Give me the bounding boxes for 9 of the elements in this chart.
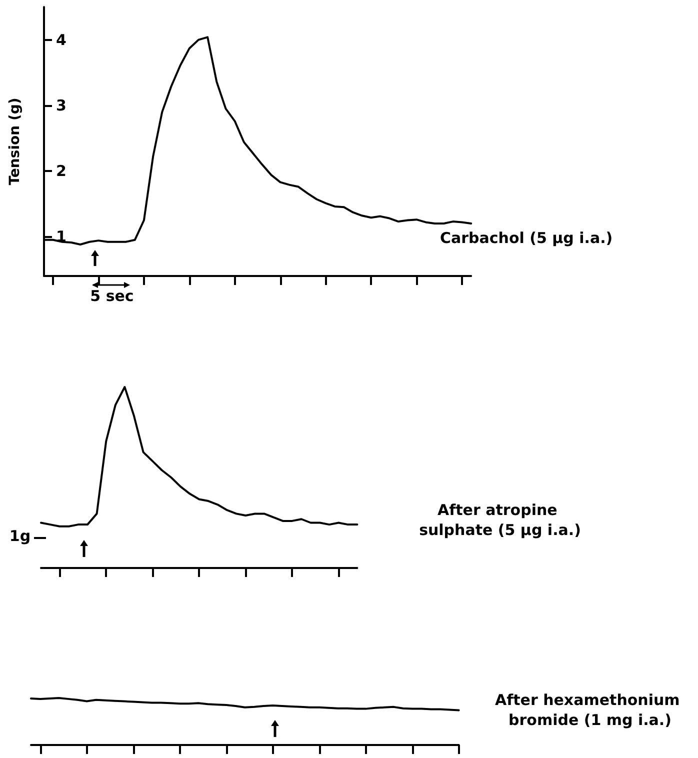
y-axis-title: Tension (g): [7, 98, 23, 186]
text: 5 sec: [90, 287, 134, 305]
text: After hexamethonium bromide (1 mg i.a.): [494, 691, 686, 729]
annotation: Carbachol (5 μg i.a.): [440, 229, 613, 247]
text: After atropine sulphate (5 μg i.a.): [419, 501, 581, 539]
y-tick-label: 2: [56, 162, 66, 180]
y-tick-label: 4: [56, 30, 66, 49]
y-tick-label: 3: [56, 96, 66, 114]
text: 1g: [9, 527, 31, 545]
